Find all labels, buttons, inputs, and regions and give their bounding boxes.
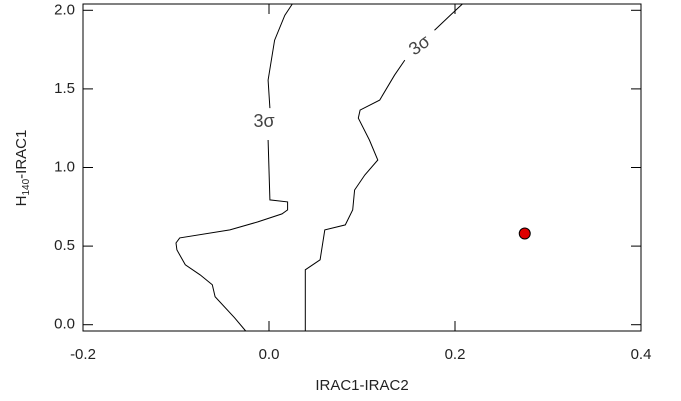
contour-line	[175, 3, 293, 332]
y-label-sub: 140	[21, 178, 32, 195]
x-tick-label: -0.2	[70, 346, 96, 363]
y-label-base: H	[13, 196, 30, 207]
y-tick-label: 0.5	[54, 237, 75, 254]
y-tick-label: 0.0	[54, 316, 75, 333]
data-point	[518, 227, 531, 240]
x-tick-label: 0.2	[445, 346, 466, 363]
plot-frame	[82, 3, 642, 332]
x-tick-label: 0.0	[259, 346, 280, 363]
y-axis-label: H140-IRAC1	[13, 130, 32, 207]
y-tick-label: 1.0	[54, 158, 75, 175]
y-tick-label: 2.0	[54, 1, 75, 18]
x-tick-label: 0.4	[631, 346, 652, 363]
y-label-rest: -IRAC1	[13, 130, 30, 179]
contour-label: 3σ	[253, 111, 274, 131]
contour-line	[304, 3, 463, 331]
contour-label: 3σ	[405, 31, 434, 59]
x-axis-label: IRAC1-IRAC2	[315, 377, 408, 394]
y-tick-label: 1.5	[54, 80, 75, 97]
